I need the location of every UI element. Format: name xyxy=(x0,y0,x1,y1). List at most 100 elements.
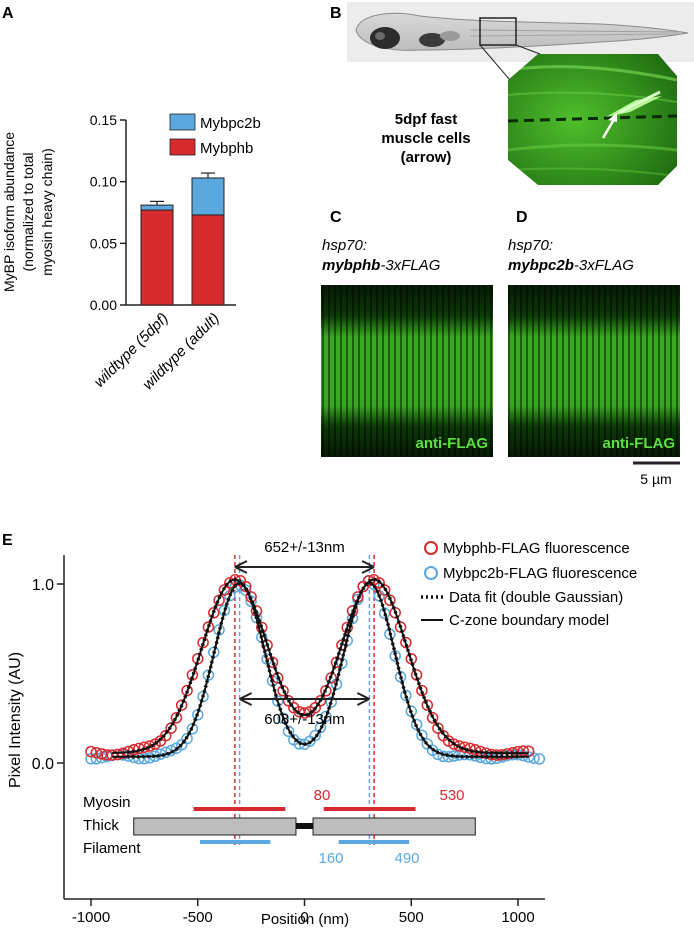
double-gaussian-fit-blue xyxy=(127,581,518,759)
legend-swatch xyxy=(169,138,196,156)
bar-segment xyxy=(140,204,174,211)
zoom-line-right xyxy=(515,44,541,55)
stain-d-label: anti-FLAG xyxy=(603,435,676,452)
mybphb-data-point xyxy=(400,636,412,649)
inner-distance-arrow-head-right xyxy=(356,692,370,706)
stacked-bar-chart: 0.00 0.05 0.10 0.15 MyBP isoform abundance (n… xyxy=(1,112,261,393)
bar-segment xyxy=(140,209,174,306)
y-axis-label: Pixel Intensity (AU) xyxy=(7,652,24,788)
y-tick-label: 0.05 xyxy=(90,235,117,251)
mybpc2b-data-point xyxy=(181,732,193,745)
mybphb-data-point xyxy=(197,636,209,649)
inner-distance-arrow-label: 608+/-13nm xyxy=(264,711,344,728)
mybpc2b-data-point xyxy=(138,752,151,765)
legend-label: C-zone boundary model xyxy=(449,612,609,629)
y-tick-label: 1.0 xyxy=(32,577,54,594)
panel-d-letter: D xyxy=(516,209,528,226)
stain-c-label: anti-FLAG xyxy=(416,435,489,452)
mybpc2b-data-point xyxy=(325,696,337,708)
mybphb-micrograph xyxy=(321,285,493,457)
outer-distance-arrow-head-left xyxy=(234,560,248,574)
thick-filament-label: Thick xyxy=(83,817,119,834)
y-tick-label: 0.15 xyxy=(90,112,117,128)
mybphb-data-point xyxy=(170,712,183,724)
construct-d-tag: -3xFLAG xyxy=(574,257,634,274)
mybphb-data-point xyxy=(143,740,156,752)
boundary-model-curve-blue xyxy=(112,582,529,758)
construct-d-prefix: hsp70: xyxy=(508,237,553,254)
mybphb-data-point xyxy=(373,577,385,589)
muscle-caption-line-2: muscle cells xyxy=(381,130,470,147)
y-axis-label: (normalized to total xyxy=(20,152,36,271)
thick-filament-left xyxy=(133,817,297,836)
y-tick-label: 0.00 xyxy=(90,297,117,313)
mybphb-zone-start: 80 xyxy=(314,787,331,804)
double-gaussian-fit-red xyxy=(127,577,518,755)
mybpc2b-micrograph xyxy=(508,285,680,457)
bar-segment xyxy=(191,177,225,216)
mybphb-data-point xyxy=(106,749,119,761)
mybpc2b-zone-end: 490 xyxy=(394,850,419,867)
mybphb-data-point xyxy=(314,695,327,707)
legend-swatch xyxy=(169,113,196,131)
mybpc2b-data-point xyxy=(309,729,321,742)
mybphb-data-point xyxy=(159,729,172,742)
construct-c-tag: -3xFLAG xyxy=(380,257,440,274)
x-tick-label: 1000 xyxy=(501,909,534,926)
mybpc2b-data-point xyxy=(394,671,407,683)
inner-distance-arrow-head-left xyxy=(239,692,253,706)
legend-label: Mybphb-FLAG fluorescence xyxy=(443,540,630,557)
mybphb-data-point xyxy=(384,594,396,607)
x-tick-label: 500 xyxy=(399,909,424,926)
muscle-caption-line-1: 5dpf fast xyxy=(395,111,458,128)
mybphb-data-point xyxy=(453,740,466,752)
mybphb-data-point xyxy=(90,746,103,759)
bare-zone xyxy=(295,823,314,829)
mybpc2b-zone-start: 160 xyxy=(318,850,343,867)
scale-bar-label: 5 µm xyxy=(640,471,671,487)
mybphb-data-point xyxy=(496,749,508,761)
mybphb-data-point xyxy=(218,584,231,596)
thick-filament-label: Myosin xyxy=(83,794,131,811)
y-tick-label: 0.10 xyxy=(90,174,117,190)
x-tick-label: -1000 xyxy=(72,909,110,926)
mybpc2b-data-point xyxy=(320,710,332,723)
mybphb-data-point xyxy=(448,738,460,750)
intensity-profile-chart: 0.0 1.0 -1000 -500 0 500 1000 Position (nm) Pixe… xyxy=(7,539,637,928)
mybphb-zone-end: 530 xyxy=(439,787,464,804)
construct-c-gene: mybphb xyxy=(322,257,380,274)
panel-b-letter: B xyxy=(330,5,342,22)
mybphb-data-point xyxy=(426,712,439,724)
fast-muscle-image xyxy=(508,54,677,185)
mybpc2b-data-point xyxy=(202,669,215,681)
larva-image xyxy=(347,2,694,62)
mybpc2b-data-point xyxy=(143,752,156,764)
outer-distance-arrow-label: 652+/-13nm xyxy=(264,539,344,556)
construct-c-prefix: hsp70: xyxy=(322,237,367,254)
mybphb-data-point xyxy=(175,699,188,711)
y-tick-label: 0.0 xyxy=(32,756,54,773)
mybphb-data-point xyxy=(341,621,353,634)
y-axis-label: myosin heavy chain) xyxy=(39,148,55,276)
legend-label: Mybpc2b xyxy=(200,115,261,132)
mybpc2b-data-point xyxy=(282,725,295,738)
construct-c-label: mybphb-3xFLAG xyxy=(322,257,441,274)
x-axis-label: Position (nm) xyxy=(261,911,349,928)
construct-d-label: mybpc2b-3xFLAG xyxy=(508,257,634,274)
x-tick-label: 0 xyxy=(300,909,308,926)
mybphb-data-point xyxy=(416,684,428,697)
mybphb-data-point xyxy=(362,575,375,587)
thick-filament-right xyxy=(312,817,476,836)
x-tick-label: -500 xyxy=(183,909,213,926)
legend-label: Mybpc2b-FLAG fluorescence xyxy=(443,565,637,582)
legend-label: Mybphb xyxy=(200,140,253,157)
thick-filament-label: Filament xyxy=(83,840,141,857)
mybphb-data-point xyxy=(421,699,434,711)
panel-c-letter: C xyxy=(330,209,342,226)
mybphb-data-point xyxy=(213,594,225,607)
mybpc2b-data-point xyxy=(410,718,423,731)
legend-marker xyxy=(424,566,438,580)
construct-d-gene: mybpc2b xyxy=(508,257,574,274)
mybphb-data-point xyxy=(208,607,220,619)
